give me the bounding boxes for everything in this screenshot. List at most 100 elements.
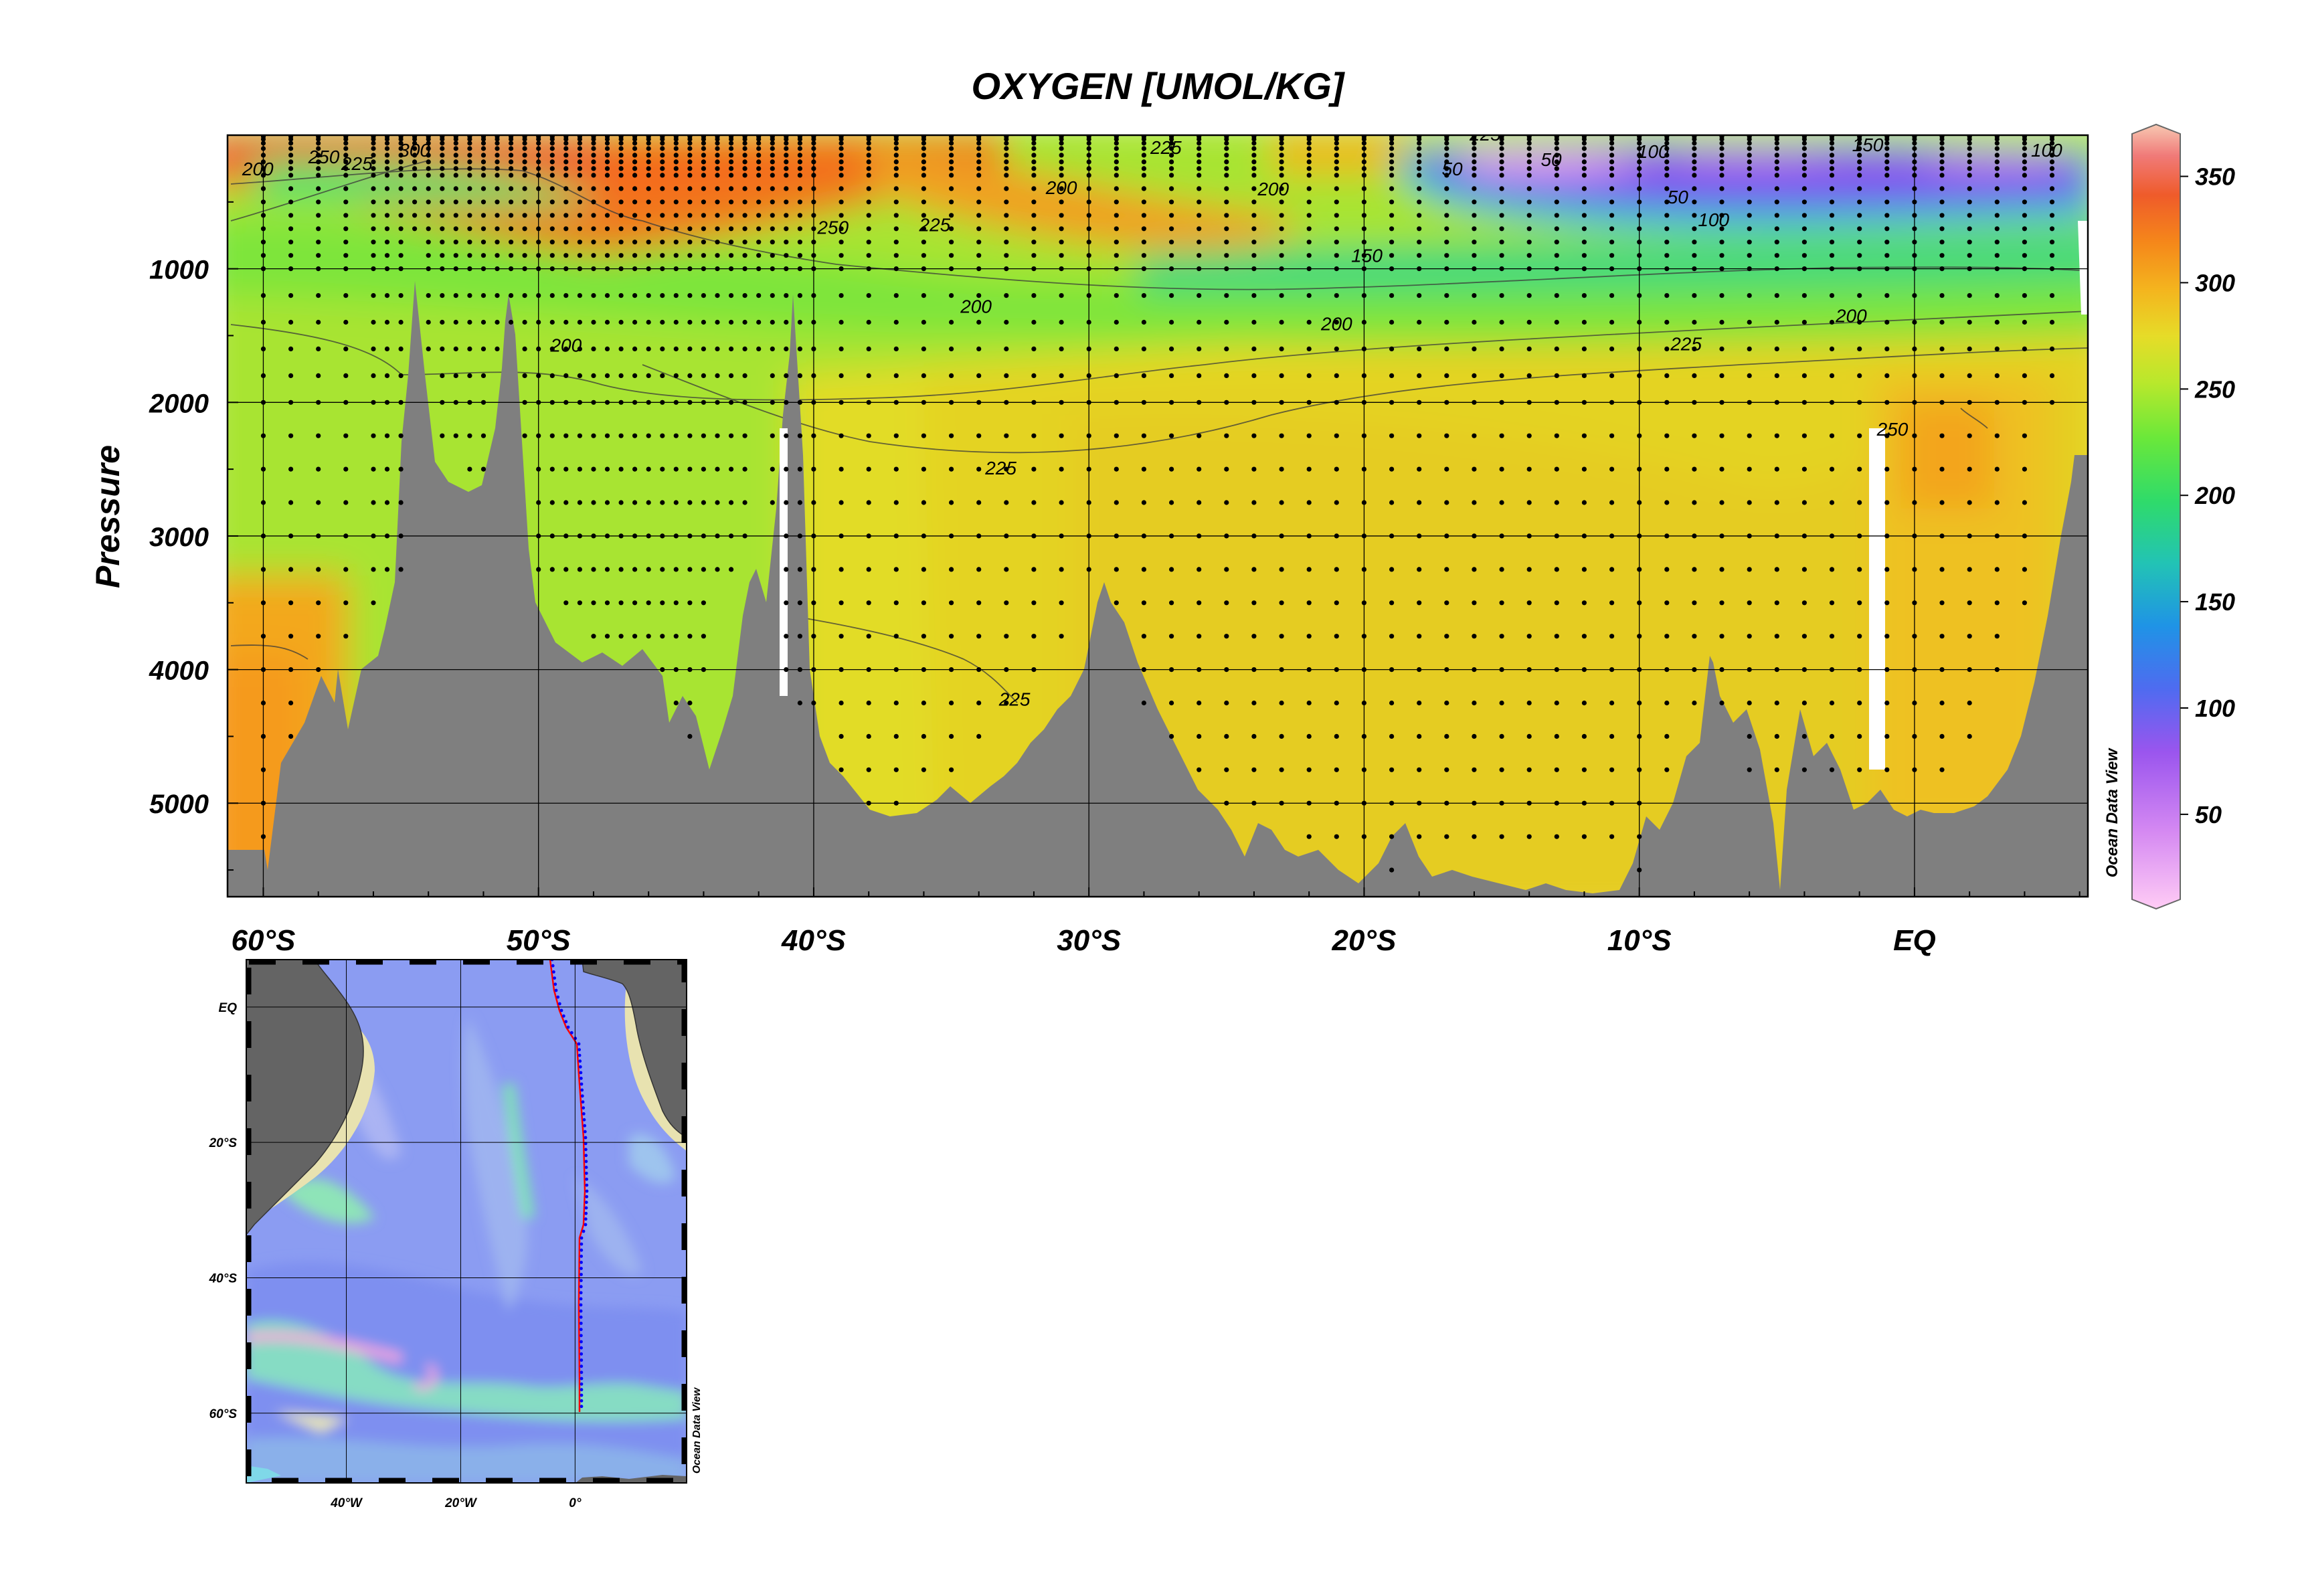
- station-sample-dot: [371, 346, 376, 352]
- station-sample-dot: [398, 226, 404, 232]
- station-sample-dot: [893, 141, 899, 146]
- station-sample-dot: [549, 346, 555, 352]
- station-sample-dot: [838, 600, 844, 606]
- station-sample-dot: [1031, 500, 1037, 505]
- station-sample-dot: [1472, 137, 1477, 142]
- station-sample-dot: [1829, 159, 1835, 165]
- station-sample-dot: [687, 700, 693, 706]
- station-sample-dot: [480, 141, 487, 146]
- contour-label: 225: [919, 215, 951, 236]
- station-sample-dot: [742, 186, 747, 191]
- station-sample-dot: [2022, 567, 2027, 572]
- station-sample-dot: [509, 213, 514, 218]
- station-sample-dot: [288, 173, 294, 178]
- station-sample-dot: [1692, 141, 1697, 146]
- station-sample-dot: [1609, 159, 1615, 165]
- station-sample-dot: [522, 346, 527, 352]
- station-sample-dot: [1059, 600, 1064, 606]
- station-sample-dot: [1994, 186, 2000, 191]
- station-sample-dot: [1801, 159, 1807, 165]
- station-sample-dot: [1829, 433, 1835, 438]
- station-sample-dot: [618, 500, 624, 505]
- track-dot: [579, 1297, 583, 1301]
- station-sample-dot: [453, 319, 458, 325]
- station-sample-dot: [467, 293, 472, 298]
- contour-label: 100: [1698, 209, 1729, 230]
- station-sample-dot: [1884, 166, 1890, 171]
- station-sample-dot: [838, 500, 844, 505]
- station-sample-dot: [1994, 466, 2000, 472]
- station-sample-dot: [949, 346, 954, 352]
- station-sample-dot: [1526, 600, 1532, 606]
- station-sample-dot: [1499, 466, 1504, 472]
- station-sample-dot: [715, 253, 720, 258]
- station-sample-dot: [756, 186, 762, 191]
- station-sample-dot: [343, 173, 349, 178]
- station-sample-dot: [632, 433, 638, 438]
- station-sample-dot: [604, 173, 610, 178]
- station-sample-dot: [1141, 199, 1146, 205]
- station-sample-dot: [1939, 199, 1945, 205]
- station-sample-dot: [797, 166, 802, 171]
- station-sample-dot: [1801, 373, 1807, 379]
- station-sample-dot: [522, 166, 527, 171]
- station-sample-dot: [1306, 137, 1312, 142]
- station-sample-dot: [384, 226, 390, 232]
- station-sample-dot: [673, 500, 679, 505]
- station-sample-dot: [1967, 213, 1972, 218]
- station-sample-dot: [371, 199, 376, 205]
- station-sample-dot: [398, 137, 404, 142]
- station-sample-dot: [701, 634, 706, 639]
- station-sample-dot: [715, 199, 720, 205]
- station-sample-dot: [1417, 700, 1422, 706]
- station-sample-dot: [646, 240, 651, 245]
- track-dot: [579, 1071, 583, 1075]
- station-sample-dot: [384, 137, 390, 142]
- station-sample-dot: [1004, 199, 1009, 205]
- station-sample-dot: [371, 159, 376, 165]
- station-sample-dot: [838, 373, 844, 379]
- station-sample-dot: [1747, 240, 1752, 245]
- station-sample-dot: [426, 253, 431, 258]
- station-sample-dot: [371, 240, 376, 245]
- station-sample-dot: [729, 159, 734, 165]
- station-sample-dot: [398, 567, 404, 572]
- station-sample-dot: [467, 253, 472, 258]
- station-sample-dot: [1884, 567, 1890, 572]
- station-sample-dot: [1279, 733, 1284, 739]
- station-sample-dot: [949, 141, 954, 146]
- station-sample-dot: [1884, 466, 1890, 472]
- station-sample-dot: [1114, 253, 1119, 258]
- station-sample-dot: [1554, 159, 1559, 165]
- station-sample-dot: [1554, 166, 1559, 171]
- station-sample-dot: [687, 141, 693, 146]
- station-sample-dot: [1774, 700, 1779, 706]
- station-sample-dot: [577, 159, 583, 165]
- station-sample-dot: [509, 141, 514, 146]
- station-sample-dot: [1444, 466, 1449, 472]
- station-sample-dot: [660, 567, 665, 572]
- station-sample-dot: [1251, 373, 1257, 379]
- station-sample-dot: [577, 433, 583, 438]
- station-sample-dot: [591, 159, 596, 165]
- station-sample-dot: [1829, 137, 1835, 142]
- station-sample-dot: [480, 213, 487, 218]
- station-sample-dot: [1939, 159, 1945, 165]
- station-sample-dot: [1747, 634, 1752, 639]
- station-sample-dot: [1774, 600, 1779, 606]
- station-sample-dot: [1581, 186, 1587, 191]
- station-sample-dot: [467, 373, 472, 379]
- station-sample-dot: [604, 466, 610, 472]
- station-sample-dot: [371, 153, 376, 158]
- station-sample-dot: [1004, 293, 1009, 298]
- station-sample-dot: [1114, 159, 1119, 165]
- station-sample-dot: [495, 346, 500, 352]
- station-sample-dot: [1251, 141, 1257, 146]
- station-sample-dot: [1251, 767, 1257, 772]
- station-sample-dot: [398, 500, 404, 505]
- station-sample-dot: [1692, 600, 1697, 606]
- station-sample-dot: [1279, 240, 1284, 245]
- station-sample-dot: [893, 733, 899, 739]
